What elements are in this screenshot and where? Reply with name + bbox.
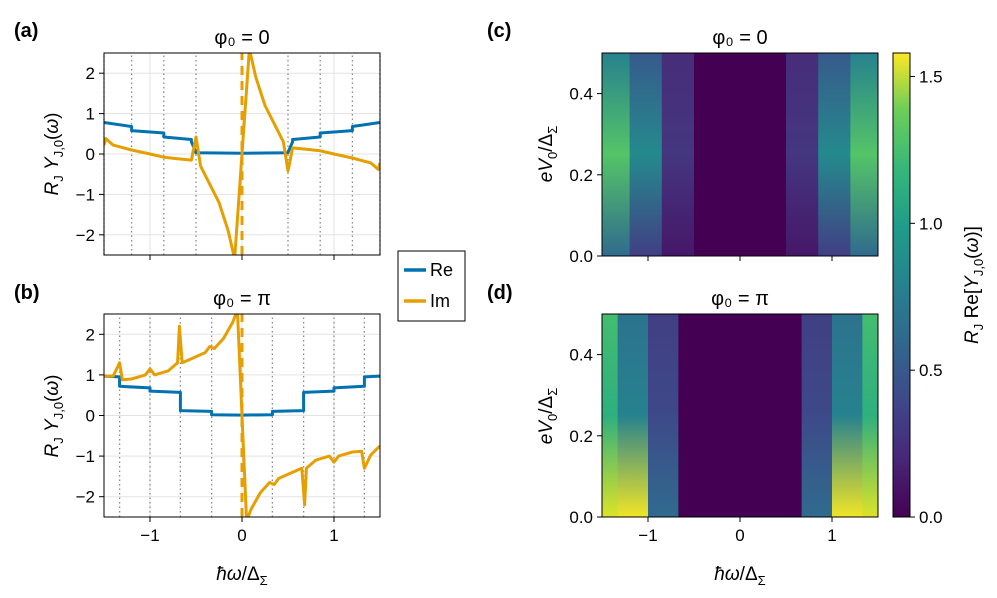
- heatmap-band: [694, 53, 787, 256]
- heatmap-band: [629, 53, 663, 256]
- xtick-label: 0: [237, 526, 246, 545]
- ytick-label: 0.0: [569, 247, 593, 266]
- panel-c-title: φ₀ = 0: [712, 27, 767, 49]
- panel-b-xlabel: ħω/ΔΣ: [216, 564, 267, 588]
- panel-c-ylabel: eV0/ΔΣ: [536, 126, 560, 183]
- ytick-label: −1: [76, 185, 95, 204]
- panel-b-ticks: −2 −1 0 1 2 −1 0 1: [76, 325, 339, 545]
- legend-box: [397, 250, 466, 322]
- colorbar-tick-label: 1.5: [919, 67, 943, 86]
- panel-b: (b) φ₀ = π −2 −1 0 1 2 −1 0 1 RJ YJ,0(ω) ħω/ΔΣ: [14, 282, 381, 588]
- ytick-label: 0.0: [569, 508, 593, 527]
- xtick-label: 1: [827, 526, 836, 545]
- panel-a-ylabel: RJ YJ,0(ω): [42, 112, 66, 195]
- legend-label-im: Im: [430, 291, 450, 311]
- panel-d-label: (d): [487, 282, 513, 304]
- ytick-label: 0: [86, 145, 95, 164]
- ytick-label: 0: [86, 407, 95, 426]
- ytick-label: −2: [76, 226, 95, 245]
- heatmap-band: [786, 53, 819, 256]
- panel-d: (d) φ₀ = π 0.0 0.2 0.4 −1 0 1 eV0/ΔΣ ħω/ΔΣ: [487, 282, 879, 588]
- heatmap-band: [602, 314, 619, 517]
- legend-label-re: Re: [430, 260, 453, 280]
- ytick-label: 1: [86, 366, 95, 385]
- legend: Re Im: [397, 250, 466, 322]
- colorbar-tick-label: 0.0: [919, 508, 943, 527]
- ytick-label: −2: [76, 488, 95, 507]
- panel-d-xlabel: ħω/ΔΣ: [714, 564, 765, 588]
- panel-d-heatmap: [602, 314, 879, 517]
- colorbar-ticks: 0.0 0.5 1.0 1.5: [910, 67, 943, 527]
- xtick-label: 1: [329, 526, 338, 545]
- panel-b-label: (b): [14, 282, 40, 304]
- heatmap-band: [617, 314, 649, 517]
- colorbar-tick-label: 1.0: [919, 214, 943, 233]
- ytick-label: 0.2: [569, 166, 593, 185]
- colorbar-label: RJ Re[YJ,0(ω)]: [962, 226, 986, 344]
- heatmap-band: [832, 314, 863, 517]
- panel-d-ylabel: eV0/ΔΣ: [536, 388, 560, 445]
- panel-d-title: φ₀ = π: [711, 288, 769, 310]
- colorbar-tick-label: 0.5: [919, 361, 943, 380]
- series-im: [104, 314, 380, 517]
- ytick-label: 2: [86, 64, 95, 83]
- ytick-label: 0.2: [569, 427, 593, 446]
- heatmap-band: [602, 53, 631, 256]
- heatmap-band: [862, 314, 879, 517]
- panel-a-series: [104, 53, 380, 255]
- colorbar-gradient: [892, 52, 911, 518]
- ytick-label: −1: [76, 447, 95, 466]
- panel-c-heatmap: [602, 53, 879, 256]
- panel-b-title: φ₀ = π: [213, 288, 271, 310]
- panel-a-label: (a): [14, 20, 38, 42]
- heatmap-band: [678, 314, 803, 517]
- heatmap-band: [648, 314, 679, 517]
- panel-b-series: [104, 314, 380, 517]
- heatmap-band: [661, 53, 695, 256]
- panel-d-ticks: 0.0 0.2 0.4 −1 0 1: [569, 346, 836, 545]
- ytick-label: 1: [86, 105, 95, 124]
- ytick-label: 0.4: [569, 346, 593, 365]
- heatmap-band: [850, 53, 879, 256]
- colorbar: 0.0 0.5 1.0 1.5 RJ Re[YJ,0(ω)]: [892, 52, 986, 527]
- xtick-label: −1: [638, 526, 657, 545]
- panel-a-ticks: −2 −1 0 1 2: [76, 64, 335, 260]
- xtick-label: 0: [735, 526, 744, 545]
- ytick-label: 2: [86, 325, 95, 344]
- panel-a-title: φ₀ = 0: [214, 27, 269, 49]
- panel-c: (c) φ₀ = 0 0.0 0.2 0.4 eV0/ΔΣ: [487, 20, 879, 266]
- xtick-label: −1: [140, 526, 159, 545]
- panel-c-label: (c): [487, 20, 511, 42]
- ytick-label: 0.4: [569, 85, 593, 104]
- series-im: [104, 53, 380, 255]
- panel-b-ylabel: RJ YJ,0(ω): [42, 374, 66, 457]
- heatmap-band: [801, 314, 833, 517]
- heatmap-band: [818, 53, 851, 256]
- panel-a: (a) φ₀ = 0 −2 −1 0 1 2 RJ YJ,0(ω): [14, 20, 381, 260]
- panel-c-ticks: 0.0 0.2 0.4: [569, 85, 833, 266]
